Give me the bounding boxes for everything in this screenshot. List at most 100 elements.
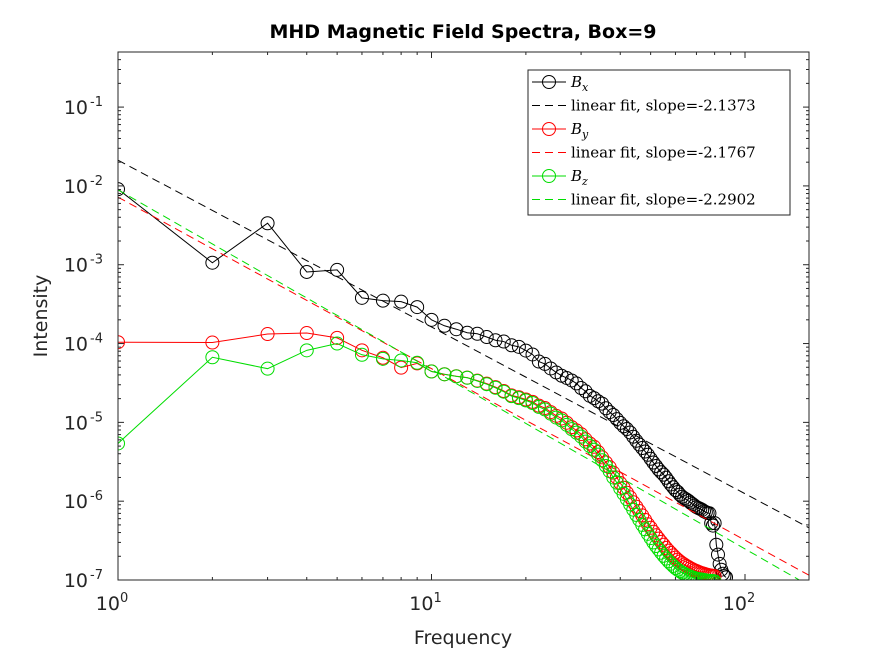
data-point-marker bbox=[511, 391, 526, 406]
data-point-marker bbox=[659, 540, 674, 555]
data-point-marker bbox=[504, 389, 519, 404]
data-point-marker bbox=[330, 336, 345, 351]
y-tick-label: 10 bbox=[64, 176, 88, 198]
y-tick-label: 10 bbox=[64, 491, 88, 513]
series-group bbox=[118, 189, 801, 580]
y-tick-label: 10 bbox=[64, 412, 88, 434]
legend-box bbox=[527, 69, 791, 216]
data-point-marker bbox=[698, 573, 713, 580]
data-point-marker bbox=[460, 370, 475, 385]
legend: Bx linear fit, slope=-2.1373 By linear fit,… bbox=[527, 69, 791, 216]
series-group bbox=[118, 336, 722, 580]
data-point-marker bbox=[460, 325, 475, 340]
data-point-marker bbox=[354, 347, 369, 362]
y-tick-exponent: -3 bbox=[90, 253, 103, 268]
data-point-marker bbox=[707, 574, 722, 580]
data-point-marker bbox=[629, 433, 644, 448]
chart-title: MHD Magnetic Field Spectra, Box=9 bbox=[270, 21, 657, 43]
y-tick-exponent: -1 bbox=[90, 95, 103, 110]
data-point-marker bbox=[518, 393, 533, 408]
data-point-marker bbox=[595, 396, 610, 411]
data-point-marker bbox=[643, 531, 658, 546]
data-point-marker bbox=[205, 335, 220, 350]
data-point-marker bbox=[354, 290, 369, 305]
data-point-marker bbox=[578, 384, 593, 399]
data-point-marker bbox=[330, 330, 345, 345]
y-axis-label: Intensity bbox=[30, 275, 52, 358]
y-tick-exponent: -6 bbox=[90, 489, 103, 504]
data-point-marker bbox=[640, 526, 655, 541]
data-point-marker bbox=[606, 408, 621, 422]
legend-label-base: B bbox=[570, 73, 582, 91]
data-point-marker bbox=[705, 568, 720, 580]
legend-label-base: B bbox=[570, 120, 582, 138]
legend-label-subscript: x bbox=[582, 81, 589, 94]
y-tick-label: 10 bbox=[64, 97, 88, 119]
legend-label-subscript: y bbox=[581, 128, 589, 141]
data-point-marker bbox=[602, 405, 617, 420]
data-point-marker bbox=[260, 216, 275, 231]
data-point-marker bbox=[685, 570, 700, 580]
data-point-marker bbox=[707, 516, 722, 531]
data-point-marker bbox=[479, 377, 494, 392]
legend-entry-label: Bz bbox=[570, 167, 588, 188]
data-point-marker bbox=[661, 543, 676, 558]
data-point-marker bbox=[651, 462, 666, 477]
data-point-marker bbox=[587, 442, 602, 457]
data-point-marker bbox=[574, 429, 589, 444]
data-point-marker bbox=[559, 417, 574, 432]
data-point-marker bbox=[518, 343, 533, 358]
data-point-marker bbox=[564, 373, 579, 388]
data-point-marker bbox=[677, 566, 692, 580]
data-point-marker bbox=[479, 330, 494, 345]
series-group bbox=[118, 159, 809, 529]
data-point-marker bbox=[646, 535, 661, 550]
fit-line bbox=[118, 159, 809, 529]
data-point-marker bbox=[488, 333, 503, 348]
data-point-marker bbox=[531, 399, 546, 414]
plot-data-layer bbox=[118, 159, 809, 580]
y-tick-label: 10 bbox=[64, 255, 88, 277]
data-point-marker bbox=[582, 439, 597, 454]
data-point-marker bbox=[582, 388, 597, 403]
legend-swatch-marker bbox=[542, 169, 556, 183]
fit-line bbox=[118, 196, 809, 576]
data-point-marker bbox=[410, 300, 425, 315]
data-point-marker bbox=[260, 327, 275, 342]
data-point-marker bbox=[702, 573, 717, 580]
data-point-marker bbox=[394, 360, 409, 375]
data-point-marker bbox=[697, 573, 712, 580]
x-axis-label: Frequency bbox=[414, 627, 512, 649]
y-tick-exponent: -7 bbox=[90, 568, 103, 583]
data-point-marker bbox=[640, 447, 655, 462]
x-tick-exponent: 1 bbox=[433, 591, 441, 606]
data-point-marker bbox=[488, 380, 503, 395]
data-point-marker bbox=[587, 439, 602, 454]
x-tick-exponent: 0 bbox=[120, 591, 128, 606]
data-point-marker bbox=[591, 394, 606, 409]
legend-entry-label: By bbox=[570, 120, 589, 141]
data-point-marker bbox=[656, 548, 671, 563]
data-point-marker bbox=[578, 434, 593, 449]
data-point-marker bbox=[437, 367, 452, 382]
data-point-marker bbox=[574, 380, 589, 395]
x-tick-label: 100 bbox=[96, 591, 128, 615]
data-point-marker bbox=[687, 571, 702, 580]
data-point-marker bbox=[554, 413, 569, 428]
data-point-marker bbox=[654, 465, 669, 480]
data-point-marker bbox=[470, 373, 485, 388]
data-point-marker bbox=[496, 334, 511, 349]
data-point-marker bbox=[375, 293, 390, 308]
data-point-marker bbox=[595, 450, 610, 465]
data-point-marker bbox=[569, 376, 584, 391]
y-tick-exponent: -2 bbox=[90, 174, 103, 189]
data-point-marker bbox=[511, 339, 526, 354]
legend-swatch-marker bbox=[542, 75, 556, 89]
legend-label-subscript: z bbox=[581, 175, 588, 188]
data-point-marker bbox=[705, 574, 720, 580]
fit-line bbox=[118, 189, 801, 580]
data-point-marker bbox=[354, 343, 369, 358]
data-point-marker bbox=[504, 338, 519, 353]
